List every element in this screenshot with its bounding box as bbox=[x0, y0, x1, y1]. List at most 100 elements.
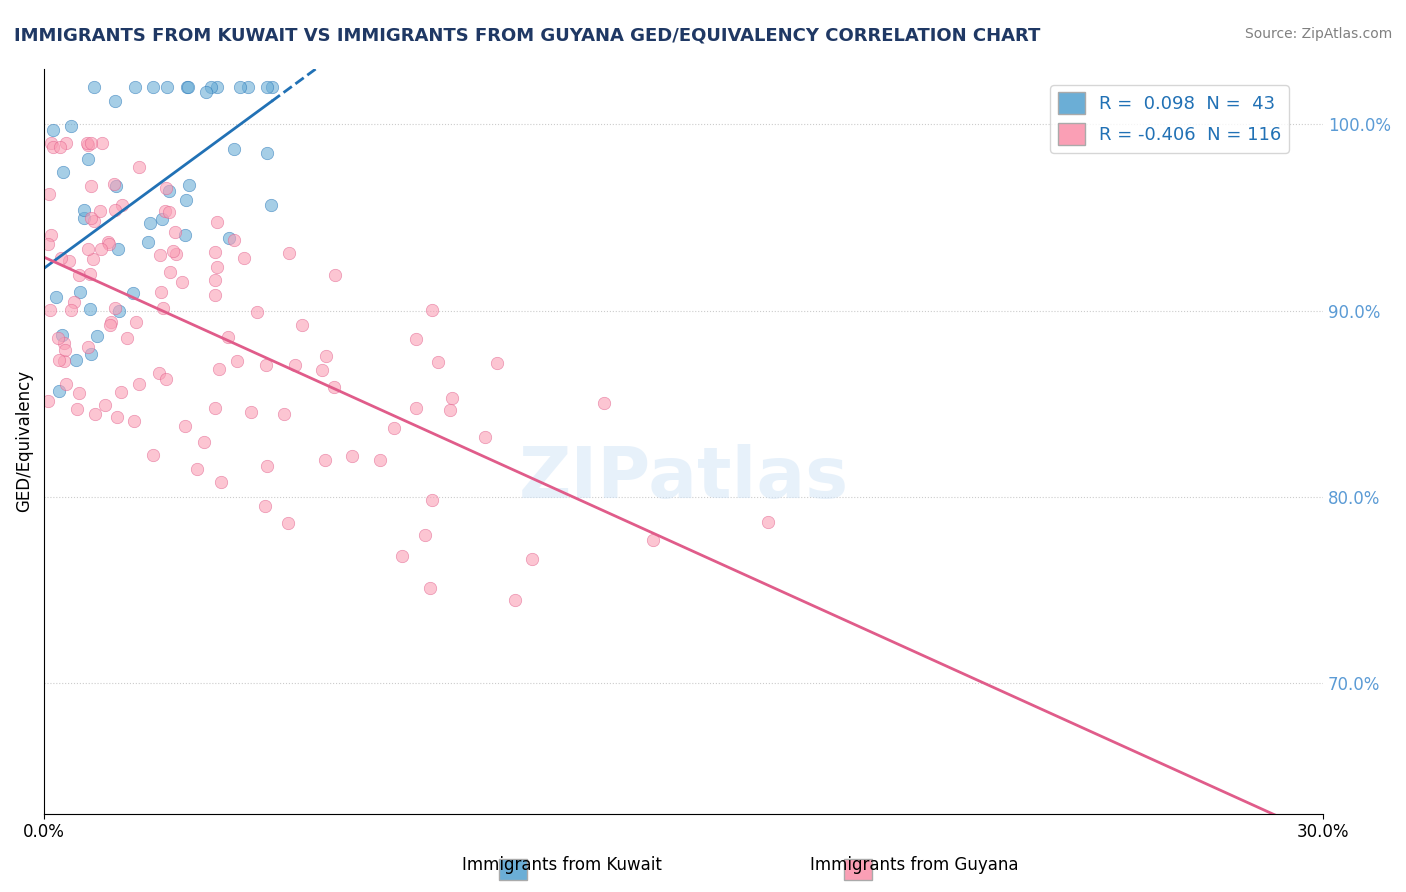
Point bbox=[42, 123, 65, 137]
Point bbox=[592, 396, 614, 410]
Point bbox=[756, 515, 779, 529]
Point bbox=[89, 203, 111, 218]
Point bbox=[420, 493, 443, 508]
Point bbox=[121, 285, 143, 300]
Point bbox=[46, 331, 69, 345]
Point bbox=[204, 401, 226, 415]
Point bbox=[641, 533, 664, 547]
Point bbox=[83, 214, 105, 228]
Point bbox=[84, 407, 107, 421]
Point bbox=[73, 202, 96, 217]
Point bbox=[162, 244, 184, 259]
Point bbox=[186, 462, 208, 476]
Point bbox=[63, 294, 86, 309]
Point bbox=[69, 285, 91, 299]
Point bbox=[48, 384, 70, 398]
Point bbox=[273, 407, 295, 421]
Point bbox=[179, 178, 201, 192]
Point bbox=[340, 449, 363, 463]
Point bbox=[142, 80, 165, 95]
Point bbox=[253, 499, 276, 513]
Point bbox=[65, 352, 87, 367]
Text: Source: ZipAtlas.com: Source: ZipAtlas.com bbox=[1244, 27, 1392, 41]
Point bbox=[52, 335, 75, 350]
Point bbox=[42, 140, 65, 154]
Legend: R =  0.098  N =  43, R = -0.406  N = 116: R = 0.098 N = 43, R = -0.406 N = 116 bbox=[1050, 85, 1288, 153]
Point bbox=[49, 251, 72, 265]
Point bbox=[128, 377, 150, 392]
Point bbox=[49, 139, 72, 153]
Point bbox=[80, 178, 103, 193]
Text: ZIPatlas: ZIPatlas bbox=[519, 444, 849, 513]
Point bbox=[76, 153, 98, 167]
Point bbox=[124, 80, 146, 95]
Point bbox=[173, 418, 195, 433]
Point bbox=[208, 362, 231, 376]
Point bbox=[66, 401, 89, 416]
Point bbox=[148, 366, 170, 380]
Point bbox=[205, 260, 228, 274]
Point bbox=[90, 242, 112, 256]
Point bbox=[105, 409, 128, 424]
Point bbox=[53, 343, 76, 357]
Point bbox=[37, 394, 59, 409]
Point bbox=[73, 211, 96, 225]
Point bbox=[82, 252, 104, 266]
Point bbox=[55, 136, 77, 150]
Point bbox=[142, 448, 165, 462]
Point bbox=[107, 242, 129, 256]
Point bbox=[229, 80, 252, 95]
Point bbox=[440, 392, 463, 406]
Point bbox=[91, 136, 114, 150]
Point bbox=[94, 398, 117, 412]
Point bbox=[426, 355, 449, 369]
Point bbox=[52, 164, 75, 178]
Point bbox=[226, 354, 249, 368]
Point bbox=[152, 301, 174, 316]
Point bbox=[59, 302, 82, 317]
Point bbox=[173, 228, 195, 243]
Text: Immigrants from Kuwait: Immigrants from Kuwait bbox=[463, 856, 662, 874]
Point bbox=[155, 203, 177, 218]
Point bbox=[382, 421, 405, 435]
Point bbox=[77, 340, 100, 354]
Point bbox=[291, 318, 314, 332]
Point bbox=[104, 95, 127, 109]
Point bbox=[39, 136, 62, 150]
Point bbox=[311, 363, 333, 377]
Point bbox=[117, 331, 139, 345]
Point bbox=[128, 160, 150, 174]
Point bbox=[176, 80, 198, 95]
Point bbox=[159, 265, 181, 279]
Point bbox=[236, 80, 259, 95]
Point bbox=[485, 356, 508, 370]
Point bbox=[110, 384, 132, 399]
Point bbox=[79, 347, 101, 361]
Point bbox=[76, 136, 98, 150]
Point bbox=[80, 211, 103, 225]
Point bbox=[204, 272, 226, 286]
Point bbox=[522, 551, 544, 566]
Point bbox=[240, 405, 263, 419]
Point bbox=[77, 243, 100, 257]
Point bbox=[200, 80, 222, 95]
Point bbox=[205, 80, 228, 95]
Point bbox=[217, 330, 239, 344]
Point bbox=[37, 237, 59, 252]
Point bbox=[205, 215, 228, 229]
Point bbox=[155, 372, 177, 386]
Point bbox=[48, 352, 70, 367]
Point bbox=[98, 236, 121, 251]
Point bbox=[323, 379, 346, 393]
Point bbox=[156, 80, 179, 95]
Point bbox=[256, 80, 278, 95]
Point bbox=[260, 80, 283, 95]
Point bbox=[256, 459, 278, 474]
Point bbox=[39, 227, 62, 242]
Point bbox=[174, 194, 197, 208]
Point bbox=[149, 248, 172, 262]
Point bbox=[77, 138, 100, 153]
Point bbox=[103, 178, 125, 192]
Point bbox=[98, 318, 121, 332]
Point bbox=[218, 230, 240, 244]
